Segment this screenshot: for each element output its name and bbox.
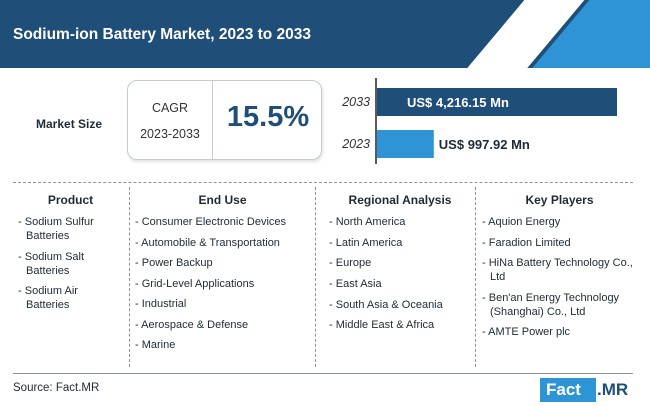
list-item: Sodium Salt Batteries xyxy=(18,250,123,278)
list-item: Aquion Energy xyxy=(482,215,637,229)
cagr-value: 15.5% xyxy=(226,101,310,133)
list-item: AMTE Power plc xyxy=(482,325,637,339)
column-divider xyxy=(129,187,130,367)
end-use-heading: End Use xyxy=(198,193,247,207)
list-item: Marine xyxy=(135,338,310,352)
header-banner: Sodium-ion Battery Market, 2023 to 2033 xyxy=(0,0,650,68)
logo-text-fact: Fact xyxy=(540,378,596,402)
product-list: Sodium Sulfur Batteries Sodium Salt Batt… xyxy=(18,215,123,312)
bar-2023 xyxy=(377,130,434,158)
source-note: Source: Fact.MR xyxy=(13,382,100,394)
regional-analysis-heading: Regional Analysis xyxy=(348,193,452,207)
list-item: Latin America xyxy=(329,236,471,250)
product-column: Product Sodium Sulfur Batteries Sodium S… xyxy=(18,193,123,319)
bar-year-label: 2033 xyxy=(341,95,370,109)
market-size-label: Market Size xyxy=(36,117,103,131)
list-item: Middle East & Africa xyxy=(329,318,471,332)
list-item: Europe xyxy=(329,256,471,270)
list-item: Grid-Level Applications xyxy=(135,277,310,291)
bar-2033 xyxy=(377,88,617,116)
list-item: Power Backup xyxy=(135,256,310,270)
footer-divider xyxy=(13,373,633,374)
list-item: East Asia xyxy=(329,277,471,291)
list-item: HiNa Battery Technology Co., Ltd xyxy=(482,256,637,284)
key-players-column: Key Players Aquion Energy Faradion Limit… xyxy=(482,193,637,346)
cagr-divider xyxy=(212,81,213,159)
factmr-logo: Fact .MR xyxy=(540,378,636,402)
product-heading: Product xyxy=(47,193,94,207)
list-item: South Asia & Oceania xyxy=(329,298,471,312)
list-item: Automobile & Transportation xyxy=(135,236,310,250)
list-item: Sodium Sulfur Batteries xyxy=(18,215,123,243)
key-players-list: Aquion Energy Faradion Limited HiNa Batt… xyxy=(482,215,637,339)
cagr-period: 2023-2033 xyxy=(140,127,200,141)
list-item: Consumer Electronic Devices xyxy=(135,215,310,229)
market-size-bar-chart: 2033 US$ 4,216.15 Mn 2023 US$ 997.92 Mn xyxy=(341,78,617,164)
list-item: Ben'an Energy Technology (Shanghai) Co.,… xyxy=(482,291,637,319)
page-title: Sodium-ion Battery Market, 2023 to 2033 xyxy=(13,26,312,43)
cagr-label: CAGR xyxy=(151,101,189,115)
list-item: Industrial xyxy=(135,297,310,311)
section-divider-top xyxy=(13,182,633,183)
regional-list: North America Latin America Europe East … xyxy=(329,215,471,332)
column-divider xyxy=(475,187,476,367)
cagr-box: CAGR 2023-2033 15.5% xyxy=(127,80,322,160)
list-item: Faradion Limited xyxy=(482,236,637,250)
key-players-heading: Key Players xyxy=(525,193,594,207)
list-item: North America xyxy=(329,215,471,229)
end-use-column: End Use Consumer Electronic Devices Auto… xyxy=(135,193,310,359)
regional-analysis-column: Regional Analysis North America Latin Am… xyxy=(329,193,471,339)
column-divider xyxy=(315,187,316,367)
list-item: Aerospace & Defense xyxy=(135,318,310,332)
end-use-list: Consumer Electronic Devices Automobile &… xyxy=(135,215,310,352)
logo-text-mr: .MR xyxy=(597,380,629,399)
bar-year-label: 2023 xyxy=(341,137,370,151)
list-item: Sodium Air Batteries xyxy=(18,284,123,312)
bar-value-label: US$ 997.92 Mn xyxy=(439,137,530,152)
bar-value-label: US$ 4,216.15 Mn xyxy=(407,95,509,110)
